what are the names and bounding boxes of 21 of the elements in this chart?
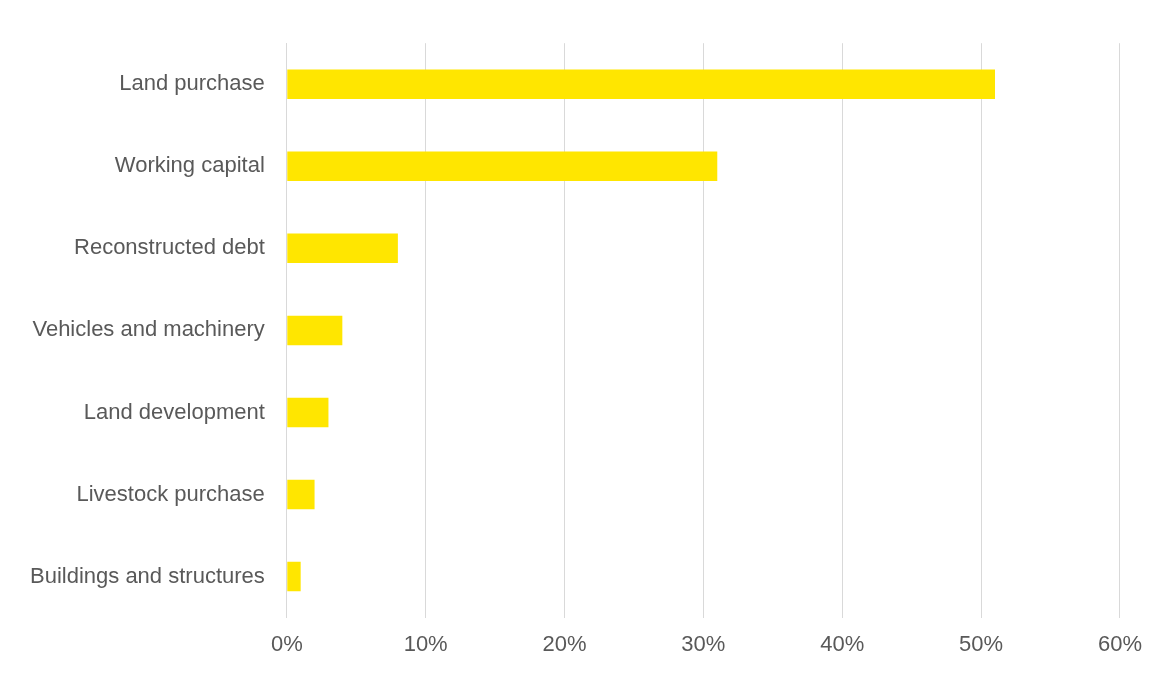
bar — [287, 151, 718, 182]
x-tick-label: 60% — [1097, 630, 1143, 656]
bar — [287, 69, 996, 99]
bar — [287, 315, 343, 346]
y-tick-label: Vehicles and machinery — [32, 316, 265, 342]
y-tick-label: Buildings and structures — [30, 562, 265, 588]
x-tick-label: 30% — [681, 630, 726, 656]
bar — [287, 561, 301, 592]
x-tick-label: 50% — [959, 630, 1004, 656]
bar — [287, 397, 329, 428]
y-tick-label: Land purchase — [119, 70, 265, 96]
y-tick-label: Reconstructed debt — [74, 234, 265, 260]
x-tick-label: 0% — [270, 630, 303, 656]
x-tick-label: 10% — [403, 630, 448, 656]
bar — [287, 479, 315, 510]
bar — [287, 233, 398, 264]
y-tick-label: Land development — [83, 398, 265, 424]
x-tick-label: 40% — [820, 630, 865, 656]
y-tick-label: Working capital — [114, 152, 265, 178]
y-tick-label: Livestock purchase — [76, 480, 265, 506]
x-tick-label: 20% — [542, 630, 587, 656]
